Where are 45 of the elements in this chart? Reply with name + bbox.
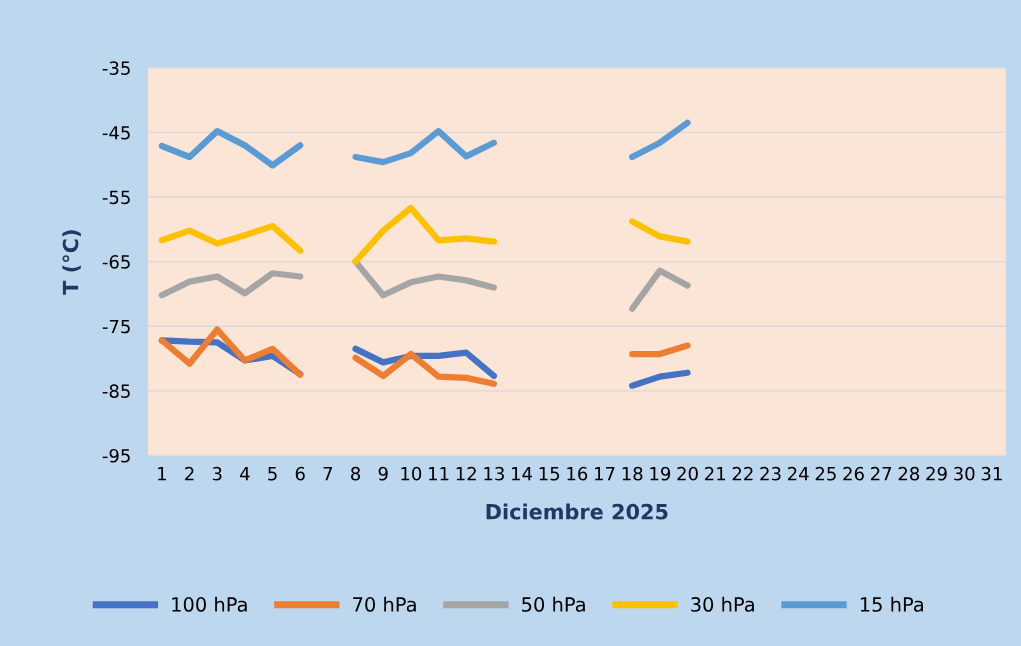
x-tick-label: 18 [622, 466, 643, 481]
x-tick-label: 19 [650, 466, 671, 481]
x-tick-label: 22 [732, 466, 753, 481]
x-tick-label: 4 [240, 467, 250, 481]
x-tick-label: 24 [788, 466, 809, 481]
x-tick-label: 30 [954, 466, 975, 481]
x-tick-label: 28 [898, 466, 920, 481]
y-tick-label: -45 [102, 126, 130, 140]
legend-label: 50 hPa [522, 596, 585, 612]
x-tick-label: 8 [351, 466, 361, 481]
y-tick-label: -35 [102, 61, 130, 75]
x-tick-label: 11 [429, 467, 449, 481]
y-tick-label: -95 [102, 448, 130, 463]
x-tick-label: 16 [567, 466, 588, 481]
legend-label: 70 hPa [353, 596, 416, 612]
x-tick-label: 13 [484, 466, 504, 481]
x-tick-label: 31 [981, 466, 1002, 481]
x-tick-label: 10 [401, 466, 422, 481]
x-tick-label: 1 [158, 467, 166, 481]
x-tick-label: 15 [539, 467, 560, 481]
y-tick-label: -55 [102, 190, 130, 205]
y-tick-label: -65 [102, 255, 130, 269]
x-tick-label: 20 [677, 466, 698, 481]
x-tick-label: 7 [323, 467, 333, 481]
y-tick-label: -85 [102, 384, 130, 398]
x-tick-label: 9 [378, 466, 388, 481]
x-tick-label: 12 [456, 466, 476, 481]
x-tick-label: 26 [843, 466, 864, 481]
legend-label: 100 hPa [172, 596, 247, 612]
legend-label: 30 hPa [691, 596, 754, 612]
x-tick-label: 3 [212, 466, 222, 481]
x-tick-label: 29 [926, 466, 947, 481]
y-tick-label: -75 [102, 319, 130, 334]
legend-label: 15 hPa [860, 596, 924, 612]
x-tick-label: 21 [705, 466, 726, 481]
x-tick-label: 2 [185, 466, 194, 481]
y-axis-title: T (°C) [62, 230, 81, 295]
x-tick-label: 23 [760, 466, 781, 481]
x-tick-label: 17 [595, 467, 615, 481]
x-axis-title: Diciembre 2025 [486, 503, 668, 520]
x-tick-label: 25 [815, 466, 836, 481]
x-tick-label: 6 [295, 466, 305, 481]
x-tick-label: 14 [512, 467, 533, 481]
x-tick-label: 27 [871, 466, 892, 481]
x-tick-label: 5 [268, 467, 277, 481]
